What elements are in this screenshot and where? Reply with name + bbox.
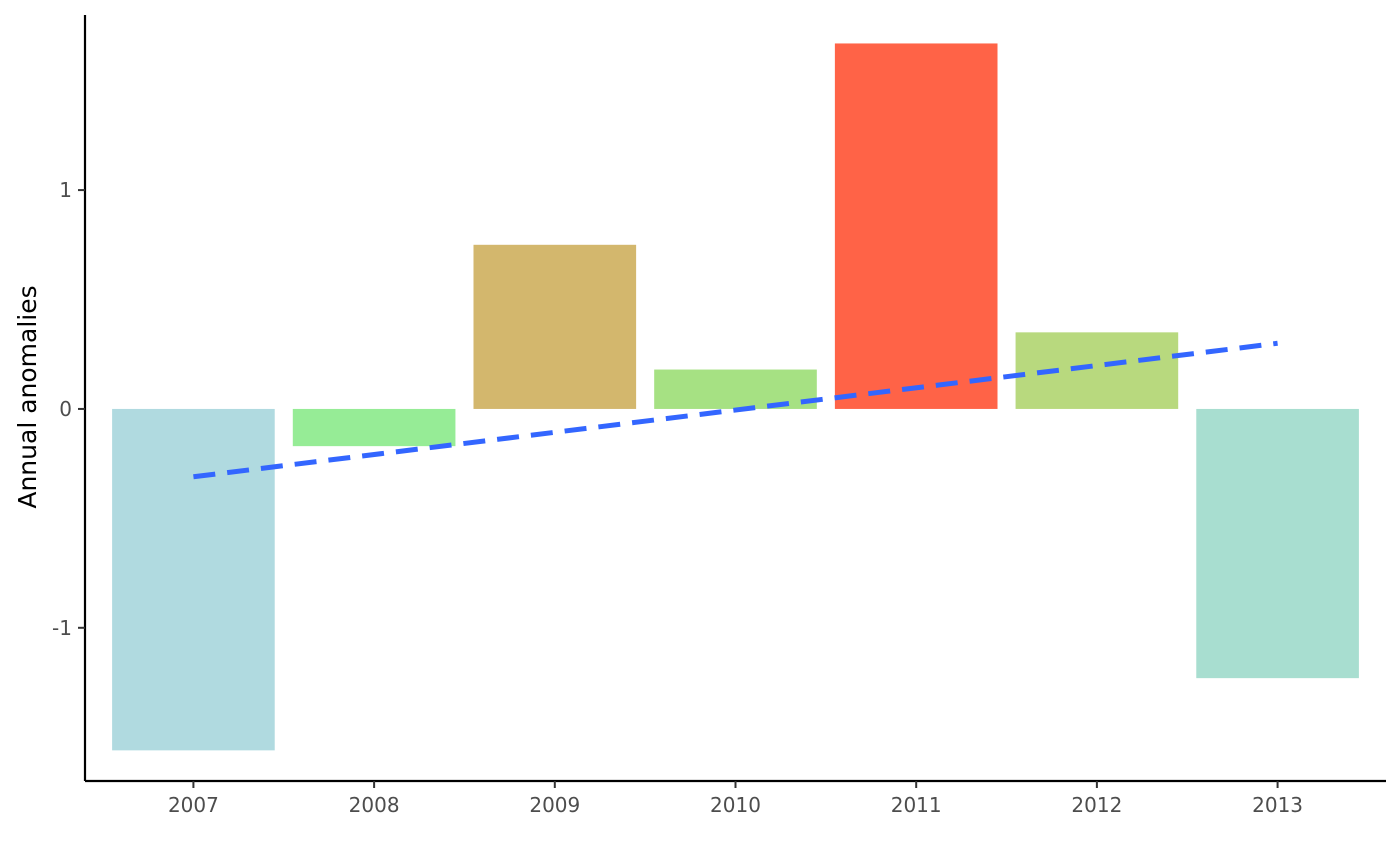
bars-group bbox=[112, 43, 1359, 751]
y-axis-title: Annual anomalies bbox=[13, 285, 42, 508]
y-tick-label: 1 bbox=[59, 178, 72, 202]
x-tick-label-2012: 2012 bbox=[1071, 793, 1122, 817]
bar-2013 bbox=[1196, 408, 1359, 679]
x-tick-label-2007: 2007 bbox=[168, 793, 219, 817]
bar-2011 bbox=[834, 43, 998, 409]
y-tick-label: -1 bbox=[52, 616, 72, 640]
bar-2008 bbox=[292, 408, 456, 447]
bar-2009 bbox=[473, 244, 637, 409]
x-ticks-group: 2007 2008 2009 2010 2011 2012 2013 bbox=[168, 781, 1303, 817]
x-tick-label-2009: 2009 bbox=[529, 793, 580, 817]
bar-2010 bbox=[654, 369, 817, 409]
trend-line bbox=[193, 340, 1278, 480]
trend-line-group bbox=[193, 340, 1278, 480]
x-tick-label-2011: 2011 bbox=[891, 793, 942, 817]
y-tick-label: 0 bbox=[59, 397, 72, 421]
x-tick-label-2013: 2013 bbox=[1252, 793, 1303, 817]
x-tick-label-2010: 2010 bbox=[710, 793, 761, 817]
x-tick-label-2008: 2008 bbox=[349, 793, 400, 817]
y-ticks-group: -1 0 1 bbox=[52, 178, 85, 640]
bar-2007 bbox=[112, 408, 275, 751]
